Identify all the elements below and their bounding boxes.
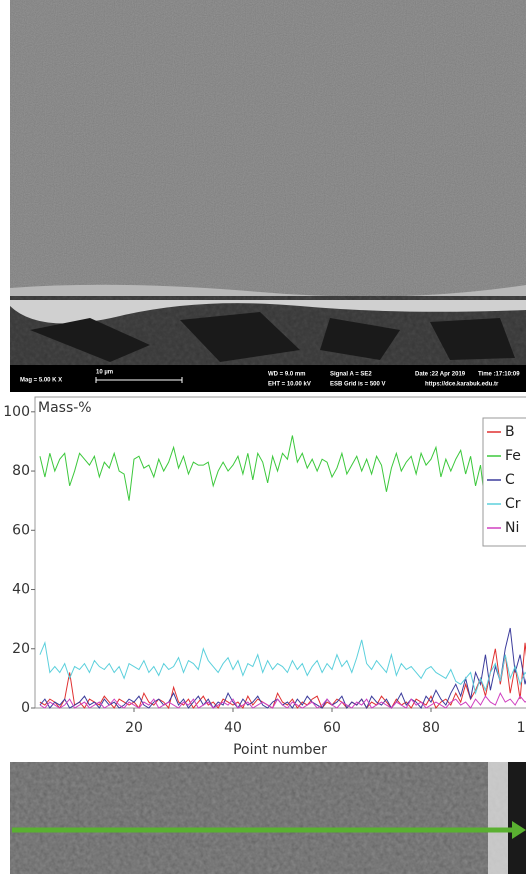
esb: ESB Grid is = 500 V [330,382,386,388]
time: Time :17:10:09 [478,372,520,378]
x-tick-label: 60 [323,720,341,736]
chart: Mass-% Point number 0 20 40 60 80 100 20 40 60 80… [3,397,526,758]
y-tick-label: 80 [12,463,30,479]
x-tick-label: 40 [224,720,242,736]
x-tick-label: 80 [422,720,440,736]
sem-micrograph [10,0,526,365]
info-bar: Mag = 5.00 K X 10 µm WD = 9.0 mm EHT = 1… [10,365,526,392]
x-axis-label: Point number [233,742,327,758]
line-scan-image [10,762,526,874]
plot-frame [35,397,526,708]
mag: Mag = 5.00 K X [20,378,62,384]
y-tick-label: 40 [12,582,30,598]
eht: EHT = 10.00 kV [268,382,311,388]
x-tick-label: 20 [125,720,143,736]
y-axis-label: Mass-% [38,400,92,416]
legend-label: Fe [505,448,521,464]
y-tick-label: 20 [12,641,30,657]
scale-label: 10 µm [96,370,113,376]
url: https://dce.karabuk.edu.tr [425,382,499,388]
figure: Mag = 5.00 K X 10 µm WD = 9.0 mm EHT = 1… [0,0,526,874]
legend-label: Ni [505,520,519,536]
legend-label: Cr [505,496,521,512]
y-tick-label: 60 [12,522,30,538]
legend-label: B [505,424,515,440]
y-tick-label: 100 [3,404,30,420]
x-tick-label: 100 [517,720,526,736]
date: Date :22 Apr 2019 [415,372,466,378]
y-tick-label: 0 [21,700,30,716]
wd: WD = 9.0 mm [268,372,306,378]
signal: Signal A = SE2 [330,372,372,378]
legend-label: C [505,472,515,488]
